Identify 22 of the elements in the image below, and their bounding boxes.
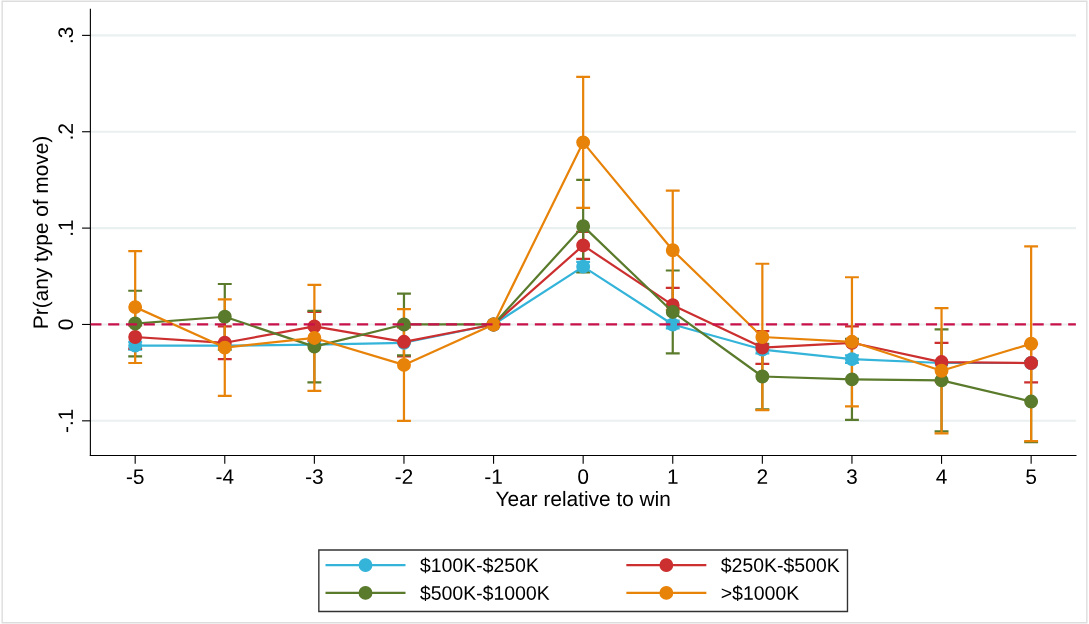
y-axis-title: Pr(any type of move) [32, 137, 53, 328]
x-tick-label: 5 [1026, 469, 1037, 485]
x-tick-label: -3 [306, 469, 323, 485]
legend-label: $100K-$250K [420, 557, 539, 574]
y-tick-label: .2 [58, 124, 73, 139]
legend-label: >$1000K [721, 585, 799, 602]
y-tick-label: .1 [58, 220, 73, 235]
x-tick-label: 2 [757, 469, 768, 484]
x-tick-label: 4 [936, 469, 947, 484]
y-tick-label: -.1 [58, 409, 73, 433]
x-tick-label: -5 [126, 469, 144, 485]
x-axis-title: Year relative to win [495, 490, 670, 507]
x-tick-label: 3 [846, 469, 857, 485]
x-tick-label: -4 [216, 469, 234, 484]
x-tick-label: 0 [578, 469, 589, 485]
x-tick-label: -2 [395, 469, 413, 484]
y-tick-label: 0 [58, 319, 74, 330]
legend-label: $250K-$500K [721, 557, 840, 574]
legend-label: $500K-$1000K [420, 585, 550, 602]
x-tick-label: -1 [485, 469, 502, 484]
y-tick-label: .3 [58, 27, 74, 43]
x-tick-label: 1 [668, 469, 678, 484]
